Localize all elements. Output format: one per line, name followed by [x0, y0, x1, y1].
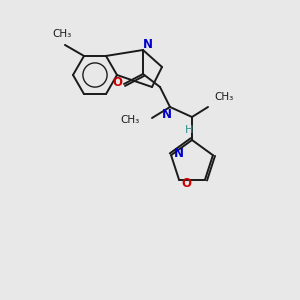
Text: CH₃: CH₃: [214, 92, 233, 102]
Text: N: N: [143, 38, 153, 52]
Text: N: N: [174, 147, 184, 160]
Text: O: O: [112, 76, 122, 89]
Text: N: N: [162, 107, 172, 121]
Text: H: H: [185, 125, 193, 135]
Text: O: O: [181, 177, 191, 190]
Text: CH₃: CH₃: [121, 115, 140, 125]
Text: CH₃: CH₃: [52, 29, 72, 39]
